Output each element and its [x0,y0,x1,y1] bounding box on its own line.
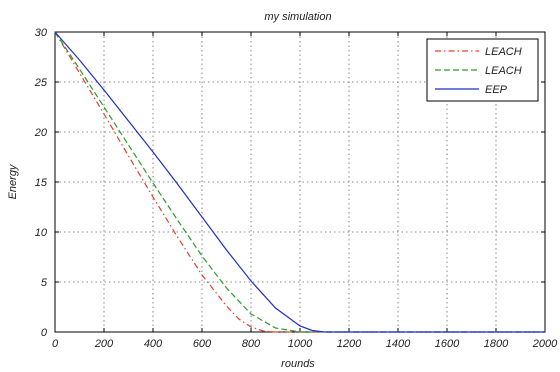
x-tick-label: 400 [144,338,163,350]
x-tick-label: 800 [242,338,261,350]
y-tick-label: 30 [35,27,48,39]
x-tick-label: 1800 [484,338,509,350]
x-tick-label: 0 [52,338,59,350]
x-tick-label: 600 [193,338,212,350]
y-tick-label: 0 [41,327,48,339]
series-line-2 [54,31,545,333]
series-lines [54,31,545,333]
legend-label: LEACH [485,46,522,58]
legend-label: LEACH [485,65,522,77]
y-tick-label: 10 [35,227,48,239]
legend: LEACH LEACH EEP [426,38,539,102]
x-tick-label: 1400 [386,338,411,350]
y-tick-label: 15 [35,177,48,189]
x-tick-label: 200 [94,338,114,350]
y-tick-label: 5 [41,277,48,289]
y-tick-label: 20 [34,127,48,139]
axis-ticks: 0 200 400 600 800 1000 1200 1400 1600 1800 2000 0 5 1… [34,27,558,350]
y-tick-label: 25 [34,77,48,89]
x-tick-label: 1000 [288,338,313,350]
series-line-1 [54,31,545,333]
series-line-3 [54,31,545,333]
x-tick-label: 1200 [337,338,362,350]
y-axis-title: Energy [7,163,19,199]
x-tick-label: 1600 [435,338,460,350]
x-tick-label: 2000 [532,338,558,350]
chart-title: my simulation [264,11,331,23]
x-axis-title: rounds [281,358,315,370]
legend-label: EEP [485,84,508,96]
